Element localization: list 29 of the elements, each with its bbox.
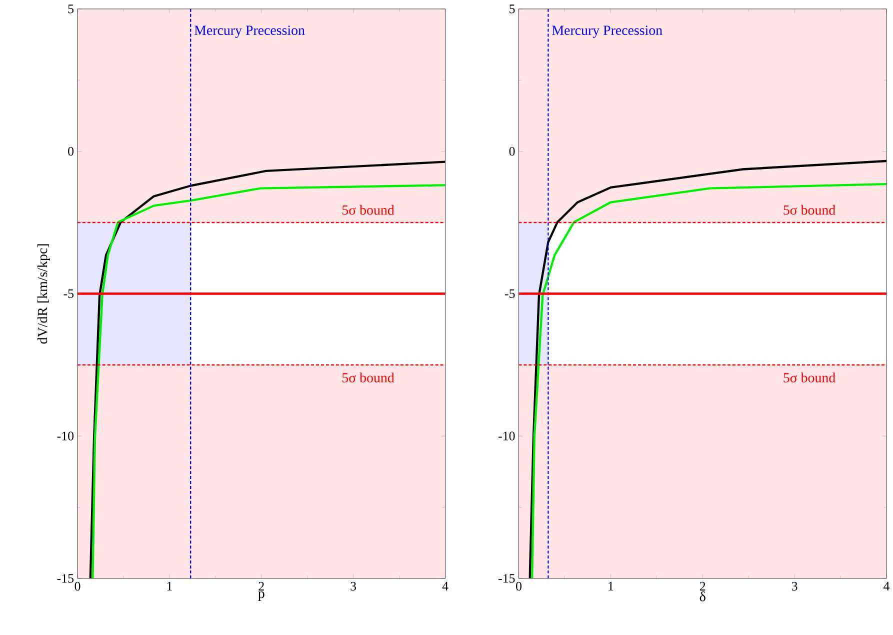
y-tick-label: -15 — [57, 574, 74, 583]
x-tick-label: 1 — [167, 582, 172, 590]
ref-line-label: 5σ bound — [784, 204, 836, 215]
ref-line-label: Mercury Precession — [552, 26, 662, 38]
y-tick-label: -10 — [57, 432, 74, 440]
x-tick-label: 2 — [258, 582, 264, 590]
y-tick-label: 5 — [510, 4, 515, 14]
ref-line-label: 5σ bound — [342, 372, 394, 382]
x-axis-title: δ — [700, 591, 706, 602]
x-tick-label: 0 — [74, 582, 80, 591]
x-tick-label: 3 — [792, 582, 798, 591]
ref-line-label: 5σ bound — [784, 372, 836, 382]
x-tick-label: 2 — [700, 582, 706, 590]
x-tick-label: 4 — [883, 582, 890, 590]
x-tick-label: 3 — [350, 582, 356, 591]
y-tick-label: 5 — [68, 4, 74, 14]
x-tick-label: 0 — [516, 582, 522, 591]
y-tick-label: 0 — [509, 146, 515, 156]
ref-line-label: 5σ bound — [342, 204, 394, 215]
ref-line-label: Mercury Precession — [194, 26, 305, 38]
y-tick-label: 0 — [68, 146, 74, 156]
y-tick-label: -10 — [498, 432, 515, 440]
y-tick-label: -5 — [64, 289, 74, 298]
x-tick-label: 4 — [442, 582, 448, 590]
y-axis-title: dV/dR [km/s/kpc] — [37, 244, 50, 344]
y-tick-label: -15 — [498, 574, 515, 583]
y-tick-label: -5 — [504, 289, 515, 298]
x-axis-title: p — [258, 591, 264, 601]
x-tick-label: 1 — [608, 582, 614, 590]
